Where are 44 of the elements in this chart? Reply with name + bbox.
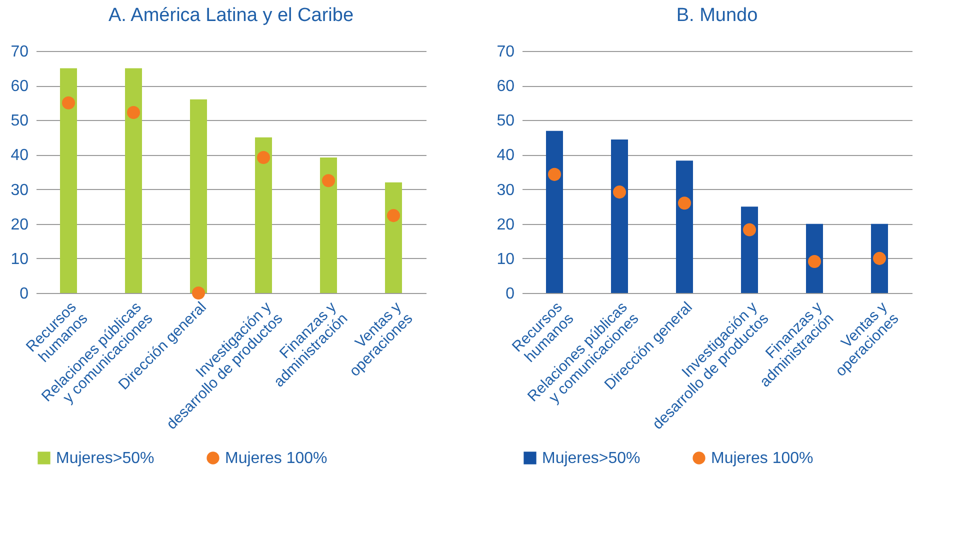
point [322,174,336,188]
y-tick-label: 10 [10,250,29,268]
bar [741,206,758,293]
y-tick-label: 40 [10,147,29,164]
point [872,252,886,265]
y-tick-label: 20 [496,216,515,234]
bar [60,68,77,293]
legend-label: Mujeres 100% [711,450,814,467]
bar [255,137,272,293]
point [192,286,206,300]
point [678,196,692,210]
bar [190,99,207,293]
chart-title: A. América Latina y el Caribe [108,5,354,26]
y-tick-label: 60 [10,78,29,96]
point [548,168,562,181]
point [808,255,822,268]
point [126,106,140,120]
y-tick-label: 20 [10,216,29,234]
point [386,209,400,222]
bar [676,160,693,293]
y-tick-label: 40 [496,147,515,164]
bar [546,130,563,293]
y-tick-label: 70 [496,44,515,60]
y-tick-label: 50 [10,112,29,130]
point [62,96,76,110]
point [256,150,270,164]
bar [125,68,142,293]
y-tick-label: 30 [496,182,515,199]
y-tick-label: 0 [20,286,29,302]
bar [385,182,402,293]
y-tick-label: 0 [506,286,515,302]
point [612,186,626,199]
y-tick-label: 50 [496,112,515,130]
point [742,223,756,236]
y-tick-label: 30 [10,182,29,199]
legend-label: Mujeres>50% [542,450,640,467]
bar [611,140,628,293]
y-tick-label: 10 [496,250,515,268]
y-tick-label: 60 [496,78,515,96]
y-tick-label: 70 [10,44,29,60]
chart-title: B. Mundo [676,5,758,26]
bar [320,157,337,293]
legend-label: Mujeres 100% [225,450,328,467]
legend-label: Mujeres>50% [56,450,154,467]
